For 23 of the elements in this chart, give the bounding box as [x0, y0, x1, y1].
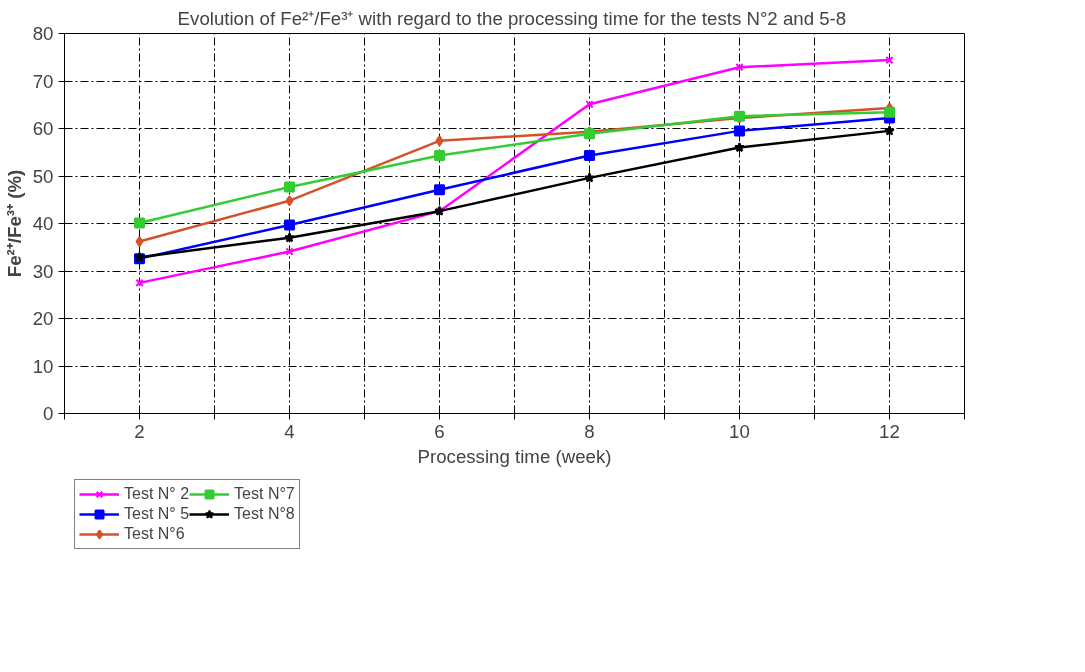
- x-tick-label: 2: [134, 420, 145, 442]
- y-tick-label: 0: [43, 403, 54, 424]
- y-axis-title: Fe²⁺/Fe³⁺ (%): [3, 169, 25, 278]
- legend-label: Test N°7: [234, 485, 295, 503]
- y-tick-label: 70: [32, 70, 54, 92]
- x-tick-label: 8: [584, 420, 595, 442]
- x-axis-title: Processing time (week): [417, 445, 612, 467]
- y-tick-label: 30: [32, 260, 54, 282]
- y-tick-label: 60: [32, 118, 54, 139]
- chart-title: Evolution of Fe²⁺/Fe³⁺ with regard to the processing time for the tests N°2 and 5-8: [177, 7, 847, 29]
- legend-label: Test N°8: [234, 505, 295, 523]
- x-tick-label: 10: [729, 420, 750, 442]
- x-tick-label: 4: [284, 420, 295, 442]
- x-tick-label: 6: [434, 420, 445, 442]
- y-tick-label: 40: [32, 213, 54, 234]
- legend-label: Test N° 5: [124, 505, 190, 523]
- legend-label: Test N° 2: [124, 485, 190, 503]
- legend-label: Test N°6: [124, 525, 185, 543]
- y-tick-label: 10: [32, 355, 54, 377]
- y-tick-label: 80: [32, 23, 54, 44]
- y-tick-label: 50: [32, 165, 54, 187]
- x-tick-label: 12: [879, 420, 900, 442]
- y-tick-label: 20: [32, 308, 54, 329]
